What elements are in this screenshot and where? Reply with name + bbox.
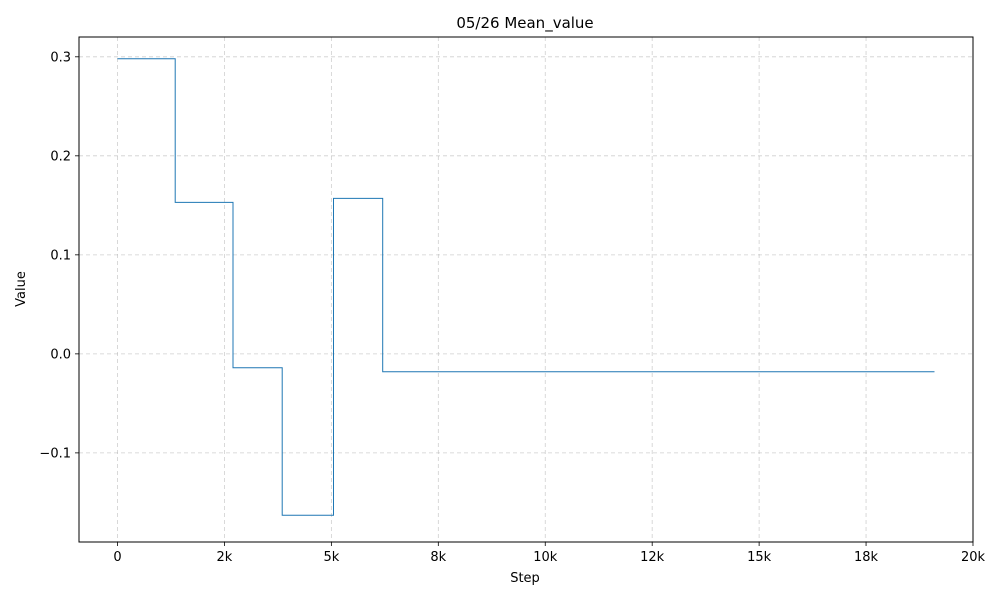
- y-tick-label: 0.2: [50, 149, 71, 164]
- y-axis: −0.1 0.0 0.1 0.2 0.3: [39, 50, 79, 461]
- x-axis-label: Step: [510, 571, 540, 586]
- x-tick-label: 20k: [961, 550, 986, 565]
- x-axis: 0 2k 5k 8k 10k 12k 15k 18k 20k: [113, 542, 986, 565]
- x-tick-label: 10k: [533, 550, 558, 565]
- series-layer: [117, 58, 935, 516]
- y-tick-label: −0.1: [39, 446, 71, 461]
- x-tick-label: 8k: [430, 550, 446, 565]
- y-tick-label: 0.3: [50, 50, 71, 65]
- chart-title: 05/26 Mean_value: [456, 14, 593, 33]
- x-tick-label: 15k: [747, 550, 772, 565]
- grid: [79, 37, 974, 542]
- plot-frame: [78, 36, 974, 543]
- y-tick-label: 0.0: [50, 347, 71, 362]
- y-axis-label: Value: [14, 271, 29, 307]
- y-tick-label: 0.1: [50, 248, 71, 263]
- x-tick-label: 2k: [217, 550, 233, 565]
- series-line: [117, 58, 935, 516]
- x-tick-label: 0: [113, 550, 121, 565]
- x-tick-label: 12k: [640, 550, 665, 565]
- x-tick-label: 5k: [323, 550, 339, 565]
- x-tick-label: 18k: [854, 550, 879, 565]
